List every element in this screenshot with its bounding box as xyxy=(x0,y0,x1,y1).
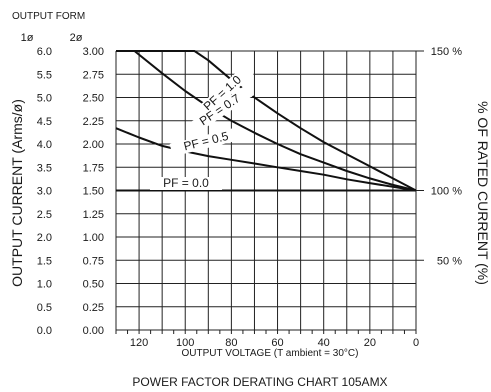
series-line xyxy=(115,127,417,192)
two-phase-header: 2ø xyxy=(70,32,83,44)
y-tick-label-2phase: 2.00 xyxy=(83,139,104,151)
y-tick-label-2phase: 0.25 xyxy=(83,302,104,314)
y-tick-label-1phase: 4.0 xyxy=(37,139,52,151)
y-ticks-two-phase: 0.00 0.25 0.50 0.75 1.00 1.25 1.50 1.75 2.00 2.25… xyxy=(83,46,104,337)
y-tick-label-1phase: 3.0 xyxy=(37,186,52,198)
x-tick-label: 0 xyxy=(413,337,419,349)
x-tick-label: 80 xyxy=(225,337,237,349)
series-label-bg xyxy=(186,84,254,136)
y-tick-label-2phase: 1.25 xyxy=(83,209,104,221)
y-tick-label-2phase: 3.00 xyxy=(83,46,104,58)
series-lines xyxy=(115,50,417,192)
series-label-bg xyxy=(191,64,254,123)
y-ticks-one-phase: 0.0 0.5 1.0 1.5 2.0 2.5 3.0 3.5 4.0 4.5 5.0 5.5 6.0 xyxy=(37,46,52,337)
x-tick-label: 100 xyxy=(176,337,194,349)
output-form-header: OUTPUT FORM xyxy=(12,11,85,22)
y-tick-label-2phase: 0.75 xyxy=(83,255,104,267)
y-tick-label-2phase: 2.50 xyxy=(83,93,104,105)
x-tick-label: 120 xyxy=(130,337,148,349)
y-axis-title: OUTPUT CURRENT (Arms/ø) xyxy=(9,99,25,287)
y-tick-label-2phase: 2.75 xyxy=(83,69,104,81)
y-tick-label-1phase: 4.5 xyxy=(37,116,52,128)
series-labels: PF = 1.0PF = 0.7PF = 0.5PF = 0.0 xyxy=(150,64,254,190)
y-tick-label-1phase: 0.0 xyxy=(37,325,52,337)
right-tick-label: 50 % xyxy=(437,255,462,267)
y-tick-label-1phase: 0.5 xyxy=(37,302,52,314)
right-ticks: 50 % 100 % 150 % xyxy=(416,46,462,267)
y-tick-label-2phase: 1.75 xyxy=(83,162,104,174)
x-tick-label: 40 xyxy=(318,337,330,349)
x-tick-label: 20 xyxy=(364,337,376,349)
y-tick-label-1phase: 6.0 xyxy=(37,46,52,58)
series-label-bg xyxy=(169,126,243,157)
series-line xyxy=(133,50,417,192)
y-tick-label-2phase: 0.00 xyxy=(83,325,104,337)
y-axis-title-right: % OF RATED CURRENT (%) xyxy=(475,101,491,285)
one-phase-header: 1ø xyxy=(21,32,34,44)
y-tick-label-1phase: 2.0 xyxy=(37,232,52,244)
right-tick-label: 150 % xyxy=(431,46,462,58)
series-label: PF = 0.0 xyxy=(163,176,209,190)
series-line xyxy=(116,50,417,192)
x-axis-title: OUTPUT VOLTAGE (T ambient = 30°C) xyxy=(182,348,359,359)
y-tick-label-1phase: 1.5 xyxy=(37,255,52,267)
y-tick-label-2phase: 1.00 xyxy=(83,232,104,244)
y-tick-label-1phase: 5.0 xyxy=(37,93,52,105)
right-tick-label: 100 % xyxy=(431,186,462,198)
series-label-bg xyxy=(150,177,222,190)
x-ticks: 120 100 80 60 40 20 0 xyxy=(130,337,419,349)
series-label: PF = 0.5 xyxy=(182,129,230,154)
y-tick-label-1phase: 1.0 xyxy=(37,279,52,291)
y-tick-label-1phase: 3.5 xyxy=(37,162,52,174)
chart-title: POWER FACTOR DERATING CHART 105AMX xyxy=(132,375,387,389)
y-tick-label-2phase: 0.50 xyxy=(83,279,104,291)
y-tick-label-2phase: 1.50 xyxy=(83,186,104,198)
grid xyxy=(115,50,417,334)
y-tick-label-2phase: 2.25 xyxy=(83,116,104,128)
x-tick-label: 60 xyxy=(271,337,283,349)
y-tick-label-1phase: 5.5 xyxy=(37,69,52,81)
y-tick-label-1phase: 2.5 xyxy=(37,209,52,221)
